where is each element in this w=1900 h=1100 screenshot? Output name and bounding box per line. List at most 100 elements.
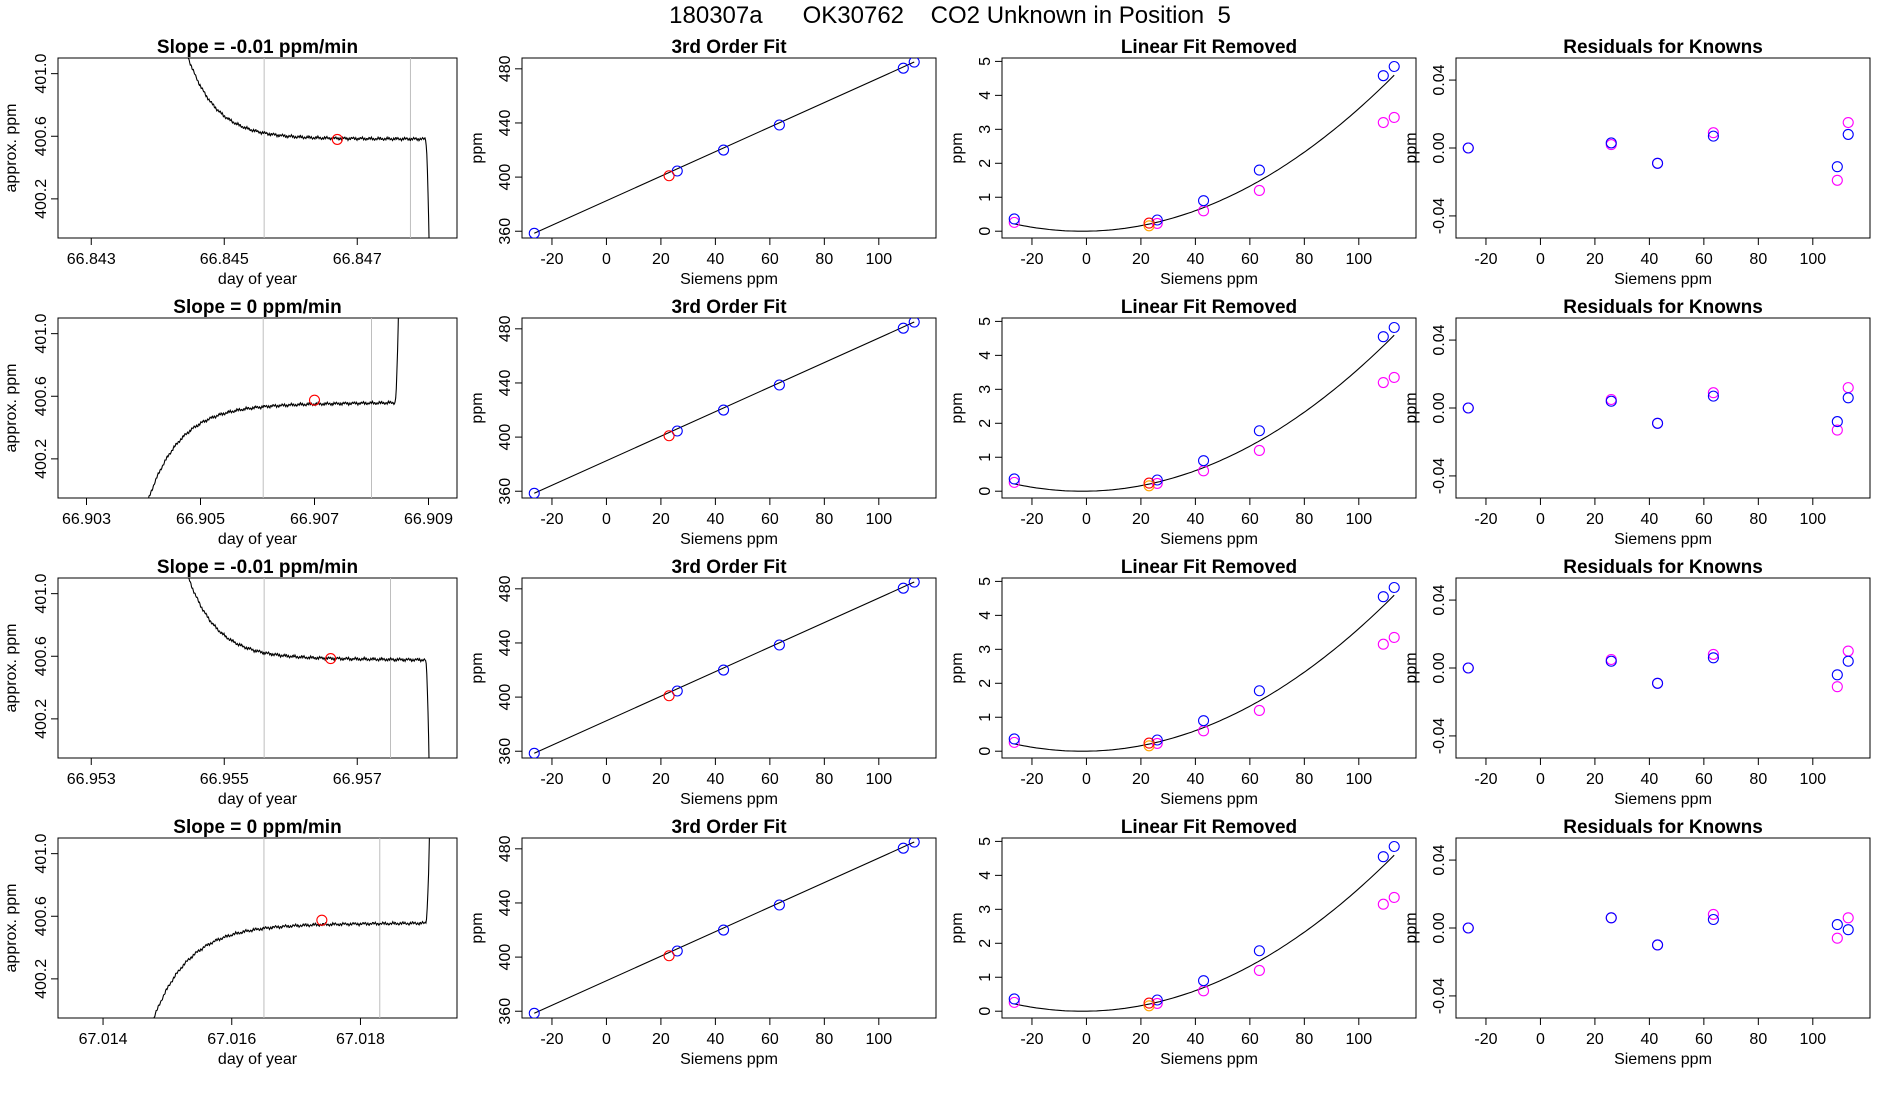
unknown-alt-point <box>1143 480 1155 492</box>
x-tick-label: 60 <box>1695 251 1713 268</box>
y-tick-label: 0.00 <box>1431 132 1448 163</box>
residual-known-point <box>1605 655 1617 667</box>
plot-area <box>187 58 430 238</box>
x-tick-label: 80 <box>1295 251 1313 268</box>
x-axis-label: day of year <box>218 271 298 288</box>
y-axis-label: ppm <box>469 652 486 683</box>
panel-title: Linear Fit Removed <box>1121 37 1297 58</box>
x-axis-label: Siemens ppm <box>1614 791 1712 808</box>
x-tick-label: 100 <box>865 511 892 528</box>
alt-point <box>1388 371 1400 383</box>
alt-point <box>1377 638 1389 650</box>
plot-frame <box>57 57 458 239</box>
alt-point <box>1388 111 1400 123</box>
time-trace <box>188 578 430 758</box>
known-point <box>908 318 920 328</box>
y-tick-label: 400.2 <box>33 439 50 479</box>
x-tick-label: 100 <box>865 251 892 268</box>
known-point <box>1377 331 1389 343</box>
fit-line <box>534 841 915 1014</box>
alt-point <box>1377 898 1389 910</box>
known-point <box>718 144 730 156</box>
y-tick-label: 2 <box>977 159 994 168</box>
plot-frame <box>57 317 458 499</box>
residual-alt-point <box>1707 387 1719 399</box>
known-point <box>1253 425 1265 437</box>
residual-known-point <box>1462 662 1474 674</box>
y-tick-label: 0.04 <box>1431 844 1448 875</box>
unknown-point <box>1143 737 1155 749</box>
panel-title: Slope = -0.01 ppm/min <box>157 557 358 578</box>
x-tick-label: 40 <box>706 251 724 268</box>
fit-line <box>534 581 915 754</box>
plot-area <box>528 578 920 758</box>
y-tick-label: 400 <box>497 684 514 711</box>
alt-point <box>1388 891 1400 903</box>
x-axis-label: Siemens ppm <box>1160 531 1258 548</box>
y-tick-label: 0.00 <box>1431 392 1448 423</box>
known-point <box>1388 581 1400 594</box>
known-point <box>1151 214 1163 226</box>
plot-area <box>188 578 430 758</box>
x-tick-label: -20 <box>1474 251 1497 268</box>
y-tick-label: 1 <box>977 193 994 202</box>
y-tick-label: 1 <box>977 973 994 982</box>
y-tick-label: 5 <box>977 577 994 586</box>
x-tick-label: 0 <box>1536 771 1545 788</box>
x-tick-label: 0 <box>1082 1031 1091 1048</box>
y-axis-label: ppm <box>1403 392 1420 423</box>
x-tick-label: 40 <box>1640 511 1658 528</box>
plot-frame <box>1001 577 1417 759</box>
unknown-alt-point <box>1143 1000 1155 1012</box>
y-tick-label: 400.2 <box>33 959 50 999</box>
known-point <box>1377 70 1389 82</box>
residual-known-point <box>1842 128 1854 140</box>
x-tick-label: 20 <box>1586 771 1604 788</box>
known-point <box>897 582 909 594</box>
known-point <box>897 62 909 74</box>
known-point <box>1008 733 1020 745</box>
plot-area <box>528 838 920 1018</box>
x-tick-label: 80 <box>815 771 833 788</box>
x-tick-label: 40 <box>1640 251 1658 268</box>
plot-frame <box>1001 57 1417 239</box>
x-tick-label: 80 <box>1749 511 1767 528</box>
x-tick-label: 20 <box>652 771 670 788</box>
x-tick-label: 60 <box>761 1031 779 1048</box>
alt-point <box>1008 996 1020 1008</box>
x-axis-label: Siemens ppm <box>680 1051 778 1068</box>
residual-known-point <box>1831 161 1843 173</box>
x-tick-label: 80 <box>1295 771 1313 788</box>
x-tick-label: 20 <box>652 251 670 268</box>
plot-area <box>1462 382 1854 436</box>
plot-area <box>1008 60 1400 232</box>
alt-point <box>1377 116 1389 129</box>
x-tick-label: 0 <box>1536 511 1545 528</box>
x-tick-label: 67.014 <box>79 1031 128 1048</box>
x-tick-label: 100 <box>1799 1031 1826 1048</box>
residual-known-point <box>1605 912 1617 924</box>
sample-marker <box>325 653 337 665</box>
x-tick-label: -20 <box>1020 771 1043 788</box>
x-tick-label: -20 <box>1474 511 1497 528</box>
y-tick-label: 3 <box>977 385 994 394</box>
known-point <box>1253 945 1265 957</box>
unknown-point <box>1143 217 1155 229</box>
y-tick-label: -0.04 <box>1431 458 1448 495</box>
alt-point <box>1253 964 1265 977</box>
sample-marker <box>308 394 321 406</box>
y-tick-label: 400.2 <box>33 179 50 219</box>
x-tick-label: 20 <box>1132 1031 1150 1048</box>
known-point <box>528 1007 540 1018</box>
residual-alt-point <box>1707 908 1719 920</box>
y-axis-label: ppm <box>949 652 966 683</box>
residual-known-point <box>1652 677 1664 689</box>
x-tick-label: 66.845 <box>200 251 249 268</box>
y-tick-label: 401.0 <box>33 574 50 614</box>
sample-marker <box>316 914 328 926</box>
known-point <box>1198 455 1210 467</box>
x-tick-label: 60 <box>1241 1031 1259 1048</box>
y-tick-label: 2 <box>977 419 994 428</box>
y-tick-label: 400 <box>497 944 514 971</box>
time-trace <box>187 58 430 238</box>
